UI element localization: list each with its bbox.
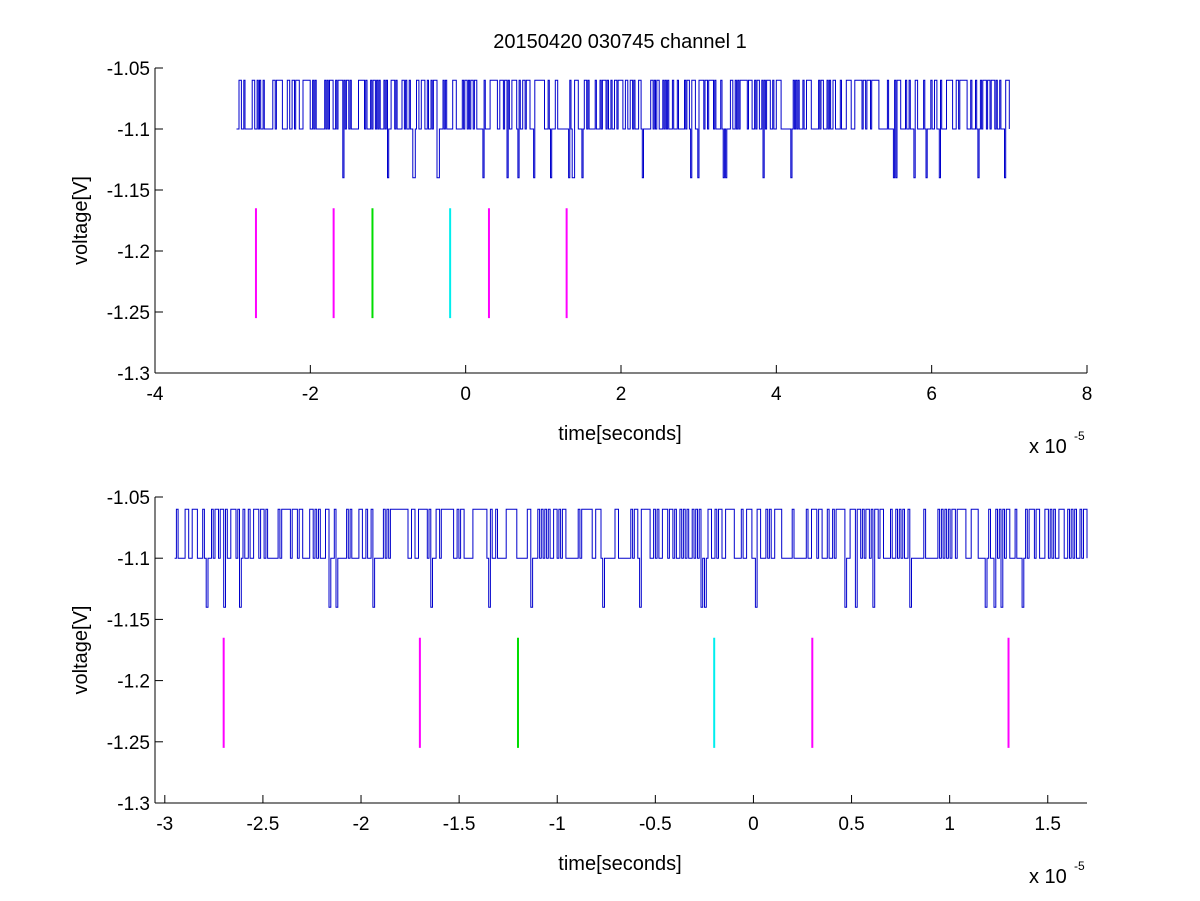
y-tick-label: -1.2: [117, 672, 150, 693]
x-tick-label: 8: [1082, 384, 1093, 405]
y-axis-label: voltage[V]: [70, 176, 92, 265]
figure-title: 20150420 030745 channel 1: [493, 31, 747, 53]
y-tick-label: -1.3: [117, 794, 150, 815]
x-axis-label: time[seconds]: [558, 423, 681, 445]
y-tick-label: -1.15: [107, 610, 150, 631]
y-tick-label: -1.1: [117, 120, 150, 141]
x-exponent: -5: [1074, 859, 1085, 873]
y-tick-label: -1.15: [107, 181, 150, 202]
y-tick-label: -1.25: [107, 733, 150, 754]
x-tick-label: 6: [926, 384, 937, 405]
x-tick-label: 0: [748, 814, 759, 835]
x-tick-label: 0: [460, 384, 471, 405]
x-tick-label: -2: [302, 384, 319, 405]
x-tick-label: -2.5: [247, 814, 280, 835]
x-tick-label: 1.5: [1035, 814, 1061, 835]
x-tick-label: -2: [353, 814, 370, 835]
x-tick-label: -1.5: [443, 814, 476, 835]
axes-top: -4 -2 0 2 4 6 8 -1.05 -1.1 -1.15 -1.2 -1.25 -1.3 time…: [70, 59, 1092, 458]
x-tick-label: -1: [549, 814, 566, 835]
y-tick-label: -1.3: [117, 364, 150, 385]
axes-bottom: -3 -2.5 -2 -1.5 -1 -0.5 0 0.5 1 1.5 -1.05 -1.1 -1.15…: [70, 488, 1088, 888]
x-multiplier: x 10: [1029, 866, 1067, 888]
signal-trace: [174, 508, 1088, 608]
y-tick-label: -1.1: [117, 549, 150, 570]
y-tick-label: -1.2: [117, 242, 150, 263]
x-tick-label: 0.5: [838, 814, 864, 835]
signal-trace: [236, 79, 1010, 179]
x-tick-label: 2: [616, 384, 627, 405]
x-axis-label: time[seconds]: [558, 853, 681, 875]
x-tick-label: -4: [147, 384, 164, 405]
y-tick-label: -1.05: [107, 488, 150, 509]
x-tick-label: -0.5: [639, 814, 672, 835]
x-tick-label: 1: [944, 814, 955, 835]
y-tick-label: -1.05: [107, 59, 150, 80]
x-multiplier: x 10: [1029, 436, 1067, 458]
x-tick-label: -3: [156, 814, 173, 835]
y-axis-label: voltage[V]: [70, 606, 92, 695]
x-tick-label: 4: [771, 384, 782, 405]
x-exponent: -5: [1074, 429, 1085, 443]
y-tick-label: -1.25: [107, 303, 150, 324]
